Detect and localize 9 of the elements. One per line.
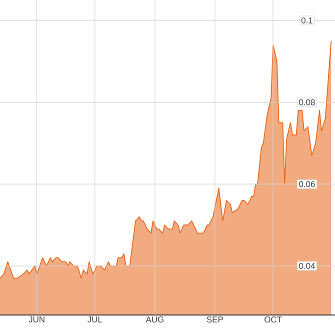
x-tick-label: SEP [206, 316, 223, 323]
x-tick-label: AUG [146, 316, 164, 323]
y-tick-label: 0.06 [299, 181, 315, 188]
y-tick-label: 0.04 [299, 262, 316, 269]
x-tick-label: JUN [28, 316, 44, 322]
y-tick-label: 0.08 [299, 99, 315, 106]
x-tick-label: OCT [264, 316, 282, 323]
x-tick-label: JUL [87, 316, 102, 322]
y-tick-label: 0.1 [301, 17, 312, 24]
